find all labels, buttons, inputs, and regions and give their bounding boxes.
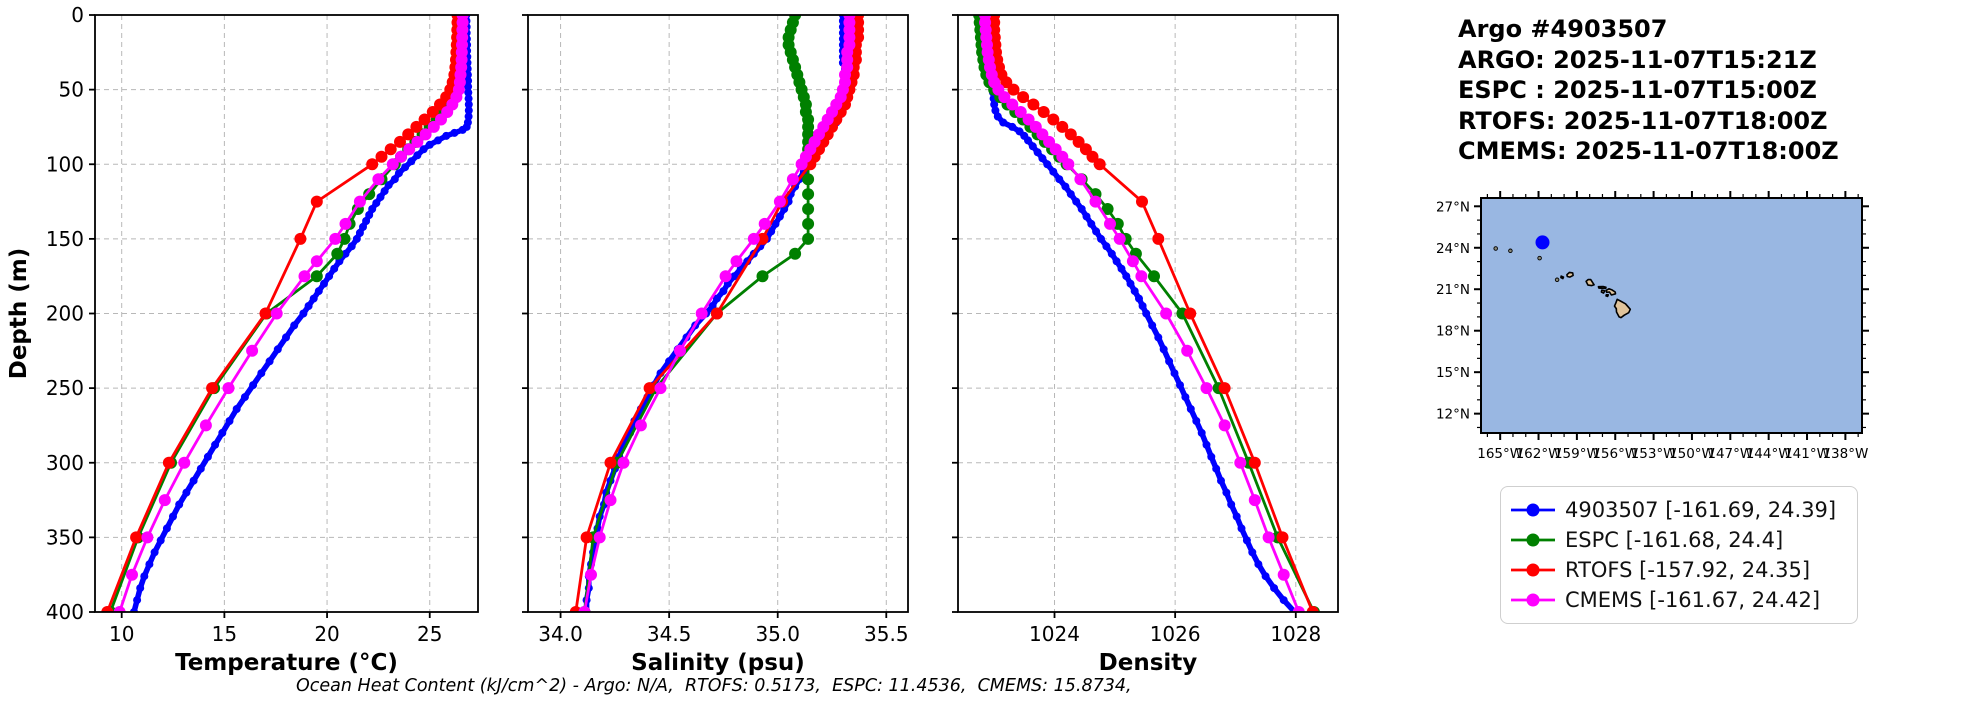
title-line: CMEMS: 2025-11-07T18:00Z [1458,137,1839,165]
depth-tick-label: 200 [46,302,84,326]
argo-float-marker [1535,235,1550,250]
legend-item-espc: ESPC [-161.68, 24.4] [1509,525,1847,555]
salinity-panel: 34.0 34.5 35.0 35.5 Salinity (psu) [522,14,909,676]
title-line: ARGO: 2025-11-07T15:21Z [1458,45,1817,74]
map-lat-label: 12°N [1436,407,1470,423]
island-kauai [1566,271,1574,278]
map-lat-label: 27°N [1436,199,1470,215]
depth-tick-label: 250 [46,376,84,400]
x-tick-label: 34.5 [647,622,692,646]
map-lon-label: 153°W [1631,446,1677,462]
depth-tick-label: 300 [46,451,84,475]
cmems-salinity-markers [578,15,856,612]
map-lat-label: 18°N [1436,324,1470,340]
map-lon-label: 141°W [1784,446,1830,462]
island-maui [1605,288,1617,296]
title-line: RTOFS: 2025-11-07T18:00Z [1458,106,1828,135]
depth-tick-label: 350 [46,525,84,549]
depth-tick-label: 400 [46,600,84,624]
islet [1554,277,1560,283]
depth-axis-title: Depth (m) [6,248,32,380]
legend-label: 4903507 [-161.69, 24.39] [1565,498,1837,522]
depth-tick-label: 0 [71,3,84,27]
island-molokai [1597,285,1607,290]
profile-charts: 10 15 20 25050100150200250300350400Temperat… [6,3,1339,676]
temperature-panel: 10 15 20 25050100150200250300350400Temperat… [46,3,479,676]
island-kahoolawe [1605,294,1610,298]
ohc-footer: Ocean Heat Content (kJ/cm^2) - Argo: N/A… [296,676,1132,696]
salinity-axis-title: Salinity (psu) [631,650,805,676]
density-axis-title: Density [1099,650,1198,676]
legend: 4903507 [-161.69, 24.39] ESPC [-161.68, 2… [1500,486,1858,624]
hawaiian-islands [1493,246,1632,319]
cmems-temperature-markers [113,15,469,612]
x-tick-label: 1024 [1029,622,1080,646]
depth-tick-label: 100 [46,152,84,176]
map-ticks [1474,191,1869,440]
map-lat-label: 21°N [1436,282,1470,298]
map-lon-label: 162°W [1516,446,1562,462]
x-tick-label: 10 [109,622,134,646]
x-tick-label: 20 [314,622,339,646]
map-lon-label: 159°W [1554,446,1600,462]
rtofs-density-markers [988,15,1319,612]
title-line: Argo #4903507 [1458,15,1668,43]
islet [1493,246,1498,251]
cmems-density-markers [979,15,1305,612]
legend-item-rtofs: RTOFS [-157.92, 24.35] [1509,555,1847,585]
map-lon-label: 156°W [1592,446,1638,462]
x-tick-label: 25 [417,622,442,646]
map-ocean [1481,198,1862,433]
island-niihau [1560,275,1565,280]
legend-item-cmems: CMEMS [-161.67, 24.42] [1509,585,1847,615]
x-tick-label: 1026 [1150,622,1201,646]
x-tick-label: 34.0 [538,622,583,646]
depth-tick-label: 50 [59,78,84,102]
location-map: 165°W162°W159°W156°W153°W150°W147°W144°W… [1436,191,1869,462]
x-tick-label: 15 [212,622,237,646]
island-hawaii [1613,298,1632,319]
map-lat-label: 24°N [1436,241,1470,257]
legend-label: CMEMS [-161.67, 24.42] [1565,588,1821,612]
x-tick-label: 35.0 [755,622,800,646]
x-tick-label: 35.5 [864,622,909,646]
map-lon-label: 147°W [1707,446,1753,462]
title-block: Argo #4903507 ARGO: 2025-11-07T15:21Z ESPC… [1458,14,1839,167]
legend-marker-espc [1511,533,1555,547]
temperature-axis-title: Temperature (°C) [175,650,398,676]
map-lat-label: 15°N [1436,365,1470,381]
map-lon-label: 138°W [1822,446,1868,462]
legend-label: RTOFS [-157.92, 24.35] [1565,558,1811,582]
legend-marker-cmems [1511,593,1555,607]
island-oahu [1585,278,1595,287]
x-tick-label: 1028 [1270,622,1321,646]
islet [1537,255,1542,261]
legend-marker-argo [1511,503,1555,517]
map-lon-label: 144°W [1746,446,1792,462]
map-lon-label: 150°W [1669,446,1715,462]
island-lanai [1600,289,1606,294]
map-frame [1480,197,1863,434]
map-lon-label: 165°W [1477,446,1523,462]
legend-label: ESPC [-161.68, 24.4] [1565,528,1784,552]
density-panel: 1024 1026 1028 Density [952,14,1339,676]
islet [1508,248,1513,254]
title-line: ESPC : 2025-11-07T15:00Z [1458,76,1817,104]
legend-marker-rtofs [1511,563,1555,577]
legend-item-argo: 4903507 [-161.69, 24.39] [1509,495,1847,525]
depth-tick-label: 150 [46,227,84,251]
